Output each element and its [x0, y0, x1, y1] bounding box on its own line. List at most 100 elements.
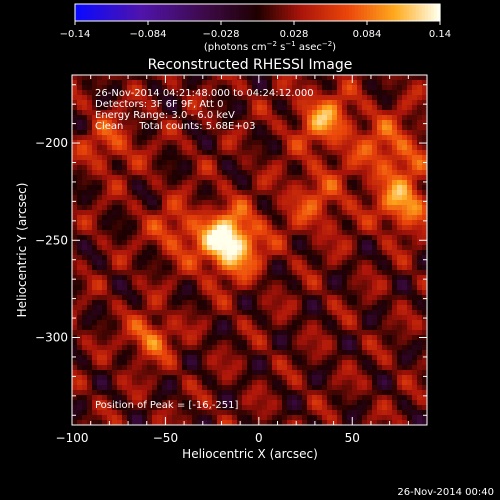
heatmap-cell: [302, 360, 308, 366]
heatmap-cell: [207, 130, 213, 136]
heatmap-cell: [222, 290, 228, 296]
heatmap-cell: [92, 90, 98, 96]
heatmap-cell: [152, 165, 158, 171]
heatmap-cell: [237, 140, 243, 146]
heatmap-cell: [282, 260, 288, 266]
heatmap-cell: [172, 225, 178, 231]
heatmap-cell: [397, 90, 403, 96]
heatmap-cell: [272, 395, 278, 401]
heatmap-cell: [247, 110, 253, 116]
heatmap-cell: [212, 245, 218, 251]
heatmap-cell: [272, 190, 278, 196]
heatmap-cell: [252, 395, 258, 401]
heatmap-cell: [372, 180, 378, 186]
heatmap-cell: [357, 180, 363, 186]
heatmap-cell: [312, 320, 318, 326]
heatmap-cell: [377, 315, 383, 321]
heatmap-cell: [197, 80, 203, 86]
heatmap-cell: [262, 255, 268, 261]
heatmap-cell: [72, 130, 78, 136]
heatmap-cell: [182, 350, 188, 356]
heatmap-cell: [272, 130, 278, 136]
heatmap-cell: [287, 370, 293, 376]
heatmap-cell: [177, 320, 183, 326]
heatmap-cell: [227, 285, 233, 291]
heatmap-cell: [277, 335, 283, 341]
heatmap-cell: [82, 355, 88, 361]
heatmap-cell: [202, 90, 208, 96]
heatmap-cell: [242, 290, 248, 296]
colorbar-cell: [93, 4, 97, 21]
heatmap-cell: [287, 115, 293, 121]
heatmap-cell: [282, 385, 288, 391]
heatmap-cell: [327, 225, 333, 231]
heatmap-cell: [162, 215, 168, 221]
heatmap-cell: [412, 105, 418, 111]
heatmap-cell: [212, 415, 218, 421]
heatmap-cell: [292, 80, 298, 86]
heatmap-cell: [102, 410, 108, 416]
heatmap-cell: [112, 240, 118, 246]
heatmap-cell: [167, 90, 173, 96]
heatmap-cell: [357, 115, 363, 121]
heatmap-cell: [182, 355, 188, 361]
heatmap-cell: [252, 260, 258, 266]
heatmap-cell: [392, 270, 398, 276]
heatmap-cell: [417, 230, 423, 236]
heatmap-cell: [177, 170, 183, 176]
heatmap-cell: [157, 360, 163, 366]
heatmap-cell: [297, 180, 303, 186]
heatmap-cell: [407, 295, 413, 301]
heatmap-cell: [142, 395, 148, 401]
heatmap-cell: [157, 260, 163, 266]
heatmap-cell: [372, 110, 378, 116]
heatmap-cell: [107, 120, 113, 126]
heatmap-cell: [182, 115, 188, 121]
heatmap-cell: [332, 210, 338, 216]
colorbar-cell: [336, 4, 341, 21]
heatmap-cell: [177, 125, 183, 131]
heatmap-cell: [97, 130, 103, 136]
heatmap-cell: [342, 155, 348, 161]
heatmap-cell: [132, 165, 138, 171]
heatmap-cell: [112, 160, 118, 166]
heatmap-cell: [222, 330, 228, 336]
heatmap-cell: [382, 390, 388, 396]
heatmap-cell: [172, 135, 178, 141]
heatmap-cell: [367, 300, 373, 306]
heatmap-cell: [317, 190, 323, 196]
heatmap-cell: [317, 235, 323, 241]
heatmap-cell: [122, 345, 128, 351]
heatmap-cell: [272, 355, 278, 361]
heatmap-cell: [362, 375, 368, 381]
heatmap-cell: [277, 205, 283, 211]
heatmap-cell: [317, 320, 323, 326]
heatmap-cell: [357, 295, 363, 301]
heatmap-cell: [102, 375, 108, 381]
heatmap-cell: [177, 415, 183, 421]
heatmap-cell: [127, 135, 133, 141]
heatmap-cell: [407, 135, 413, 141]
heatmap-cell: [217, 370, 223, 376]
heatmap-cell: [222, 135, 228, 141]
heatmap-cell: [272, 250, 278, 256]
heatmap-cell: [422, 380, 428, 386]
colorbar-cell: [135, 4, 140, 21]
heatmap-cell: [297, 80, 303, 86]
heatmap-cell: [367, 345, 373, 351]
heatmap-cell: [92, 340, 98, 346]
heatmap-cell: [122, 310, 128, 316]
heatmap-cell: [102, 80, 108, 86]
heatmap-cell: [392, 135, 398, 141]
heatmap-cell: [162, 85, 168, 91]
heatmap-cell: [357, 225, 363, 231]
heatmap-cell: [387, 370, 393, 376]
heatmap-cell: [387, 230, 393, 236]
heatmap-cell: [122, 135, 128, 141]
heatmap-cell: [242, 375, 248, 381]
heatmap-cell: [72, 95, 78, 101]
heatmap-cell: [212, 340, 218, 346]
heatmap-cell: [212, 280, 218, 286]
heatmap-cell: [147, 220, 153, 226]
heatmap-cell: [387, 125, 393, 131]
